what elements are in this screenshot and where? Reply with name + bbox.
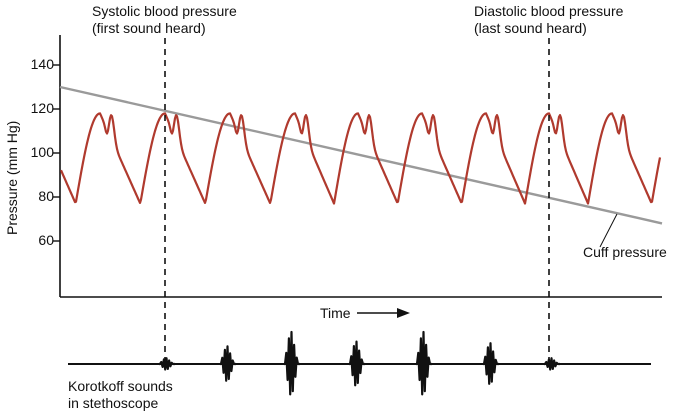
diastolic-subtitle: (last sound heard): [474, 20, 587, 36]
systolic-label: Systolic blood pressure (first sound hea…: [92, 3, 237, 37]
korotkoff-sound-burst-2: [219, 345, 236, 382]
cuff-label-leader: [599, 213, 618, 248]
korotkoff-label-line2: in stethoscope: [68, 395, 159, 411]
y-tick-80: 80: [38, 188, 54, 204]
korotkoff-sound-burst-1: [158, 357, 175, 371]
korotkoff-label-line1: Korotkoff sounds: [68, 378, 173, 394]
cuff-pressure-label: Cuff pressure: [583, 244, 667, 260]
korotkoff-sound-burst-5: [415, 330, 432, 396]
y-axis-label: Pressure (mm Hg): [4, 120, 20, 235]
y-tick-120: 120: [30, 100, 54, 116]
systolic-subtitle: (first sound heard): [92, 20, 206, 36]
x-axis-label: Time: [320, 305, 351, 321]
korotkoff-sound-burst-4: [348, 340, 365, 387]
blood-pressure-wave: [59, 112, 662, 205]
korotkoff-sound-burst-6: [482, 342, 499, 385]
systolic-title: Systolic blood pressure: [92, 3, 237, 19]
time-arrow-head: [397, 308, 410, 318]
korotkoff-sound-burst-7: [543, 357, 560, 371]
korotkoff-label: Korotkoff sounds in stethoscope: [68, 378, 173, 412]
y-tick-100: 100: [30, 144, 54, 160]
cuff-pressure-line: [59, 85, 663, 225]
diastolic-label: Diastolic blood pressure (last sound hea…: [474, 3, 623, 37]
diastolic-title: Diastolic blood pressure: [474, 3, 624, 19]
korotkoff-sound-burst-3: [283, 330, 300, 396]
y-tick-60: 60: [38, 232, 54, 248]
y-tick-140: 140: [30, 56, 54, 72]
